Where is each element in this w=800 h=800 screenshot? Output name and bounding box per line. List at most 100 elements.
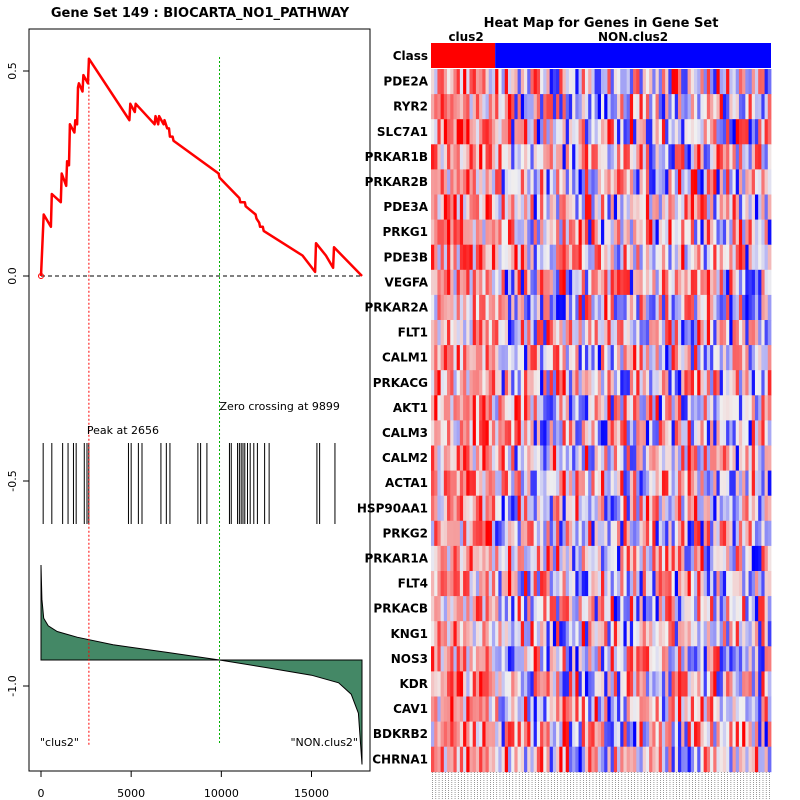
heat-cell (485, 294, 490, 321)
heat-cell (642, 470, 647, 497)
heat-cell (469, 294, 474, 321)
heat-cell (546, 470, 551, 497)
heat-cell (552, 470, 557, 497)
heat-cell (694, 545, 698, 572)
heat-cell (434, 470, 438, 497)
heat-cell (552, 194, 557, 220)
heat-cell (655, 596, 660, 622)
heat-cell (511, 219, 515, 246)
heat-cell (748, 269, 753, 296)
heat-cell (578, 746, 583, 773)
gene-label: CAV1 (393, 702, 428, 716)
heat-cell (758, 721, 762, 748)
heat-cell (748, 621, 753, 647)
heat-cell (597, 545, 602, 572)
heat-cell (665, 294, 669, 321)
heat-cell (617, 194, 621, 220)
heat-cell (437, 470, 442, 497)
heat-cell (581, 420, 586, 446)
heat-cell (437, 144, 442, 170)
heat-cell (729, 219, 733, 246)
heat-cell (629, 370, 634, 396)
heat-cell (764, 671, 769, 697)
heat-cell (491, 571, 496, 597)
heat-cell (578, 696, 583, 722)
heat-cell (511, 244, 515, 271)
heat-cell (434, 520, 438, 547)
heat-cell (617, 545, 621, 572)
heat-cell (732, 596, 737, 622)
heat-cell (440, 621, 445, 647)
heat-cell (601, 495, 605, 522)
heat-cell (626, 395, 631, 421)
metric-area (40, 564, 363, 765)
heat-cell (661, 520, 666, 547)
heat-cell (639, 445, 644, 471)
heat-cell (584, 571, 589, 597)
heat-cell (447, 596, 451, 622)
heat-cell (629, 520, 634, 547)
heat-cell (501, 646, 506, 672)
heat-cell (767, 746, 772, 773)
heat-cell (674, 69, 679, 95)
heat-cell (700, 144, 705, 170)
heat-cell (514, 520, 519, 547)
heat-cell (697, 94, 701, 120)
heat-cell (645, 395, 650, 421)
heat-cell (610, 696, 615, 722)
heat-cell (431, 621, 435, 647)
heat-cell (642, 69, 647, 95)
heat-cell (629, 646, 634, 672)
heat-cell (706, 244, 711, 271)
heat-cell (469, 244, 474, 271)
heat-cell (591, 721, 595, 748)
heat-cell (578, 495, 583, 522)
heat-cell (687, 596, 692, 622)
heat-cell (584, 320, 589, 346)
heat-cell (540, 119, 544, 145)
heat-cell (434, 646, 438, 672)
heat-cell (687, 671, 692, 697)
heat-cell (645, 169, 650, 195)
heat-cell (491, 445, 496, 471)
heat-cell (661, 696, 666, 722)
heat-cell (738, 621, 743, 647)
heat-cell (530, 219, 535, 246)
heat-cell (456, 244, 461, 271)
heat-cell (520, 646, 525, 672)
heat-cell (636, 119, 640, 145)
heat-cell (463, 646, 467, 672)
heat-cell (520, 571, 525, 597)
heat-cell (677, 244, 682, 271)
heat-cell (543, 646, 547, 672)
heat-cell (546, 520, 551, 547)
heat-cell (620, 144, 624, 170)
heat-cell (431, 495, 435, 522)
heat-cell (722, 370, 727, 396)
heat-cell (520, 169, 525, 195)
heat-cell (443, 244, 448, 271)
heat-cell (578, 294, 583, 321)
heat-cell (514, 696, 519, 722)
heat-cell (649, 596, 653, 622)
heat-cell (732, 671, 737, 697)
heat-cell (463, 345, 467, 371)
heat-cell (745, 395, 749, 421)
heat-cell (472, 244, 477, 271)
heat-cell (543, 294, 547, 321)
heat-cell (655, 244, 660, 271)
heat-cell (629, 571, 634, 597)
heat-cell (437, 294, 442, 321)
heat-cell (594, 495, 599, 522)
heat-cell (607, 395, 612, 421)
heat-cell (559, 345, 563, 371)
heat-cell (565, 294, 570, 321)
heat-cell (748, 746, 753, 773)
heat-cell (617, 746, 621, 773)
heat-cell (645, 219, 650, 246)
heat-cell (443, 571, 448, 597)
heat-cell (742, 244, 746, 271)
heat-cell (726, 244, 730, 271)
heat-cell (431, 294, 435, 321)
heat-cell (504, 571, 509, 597)
